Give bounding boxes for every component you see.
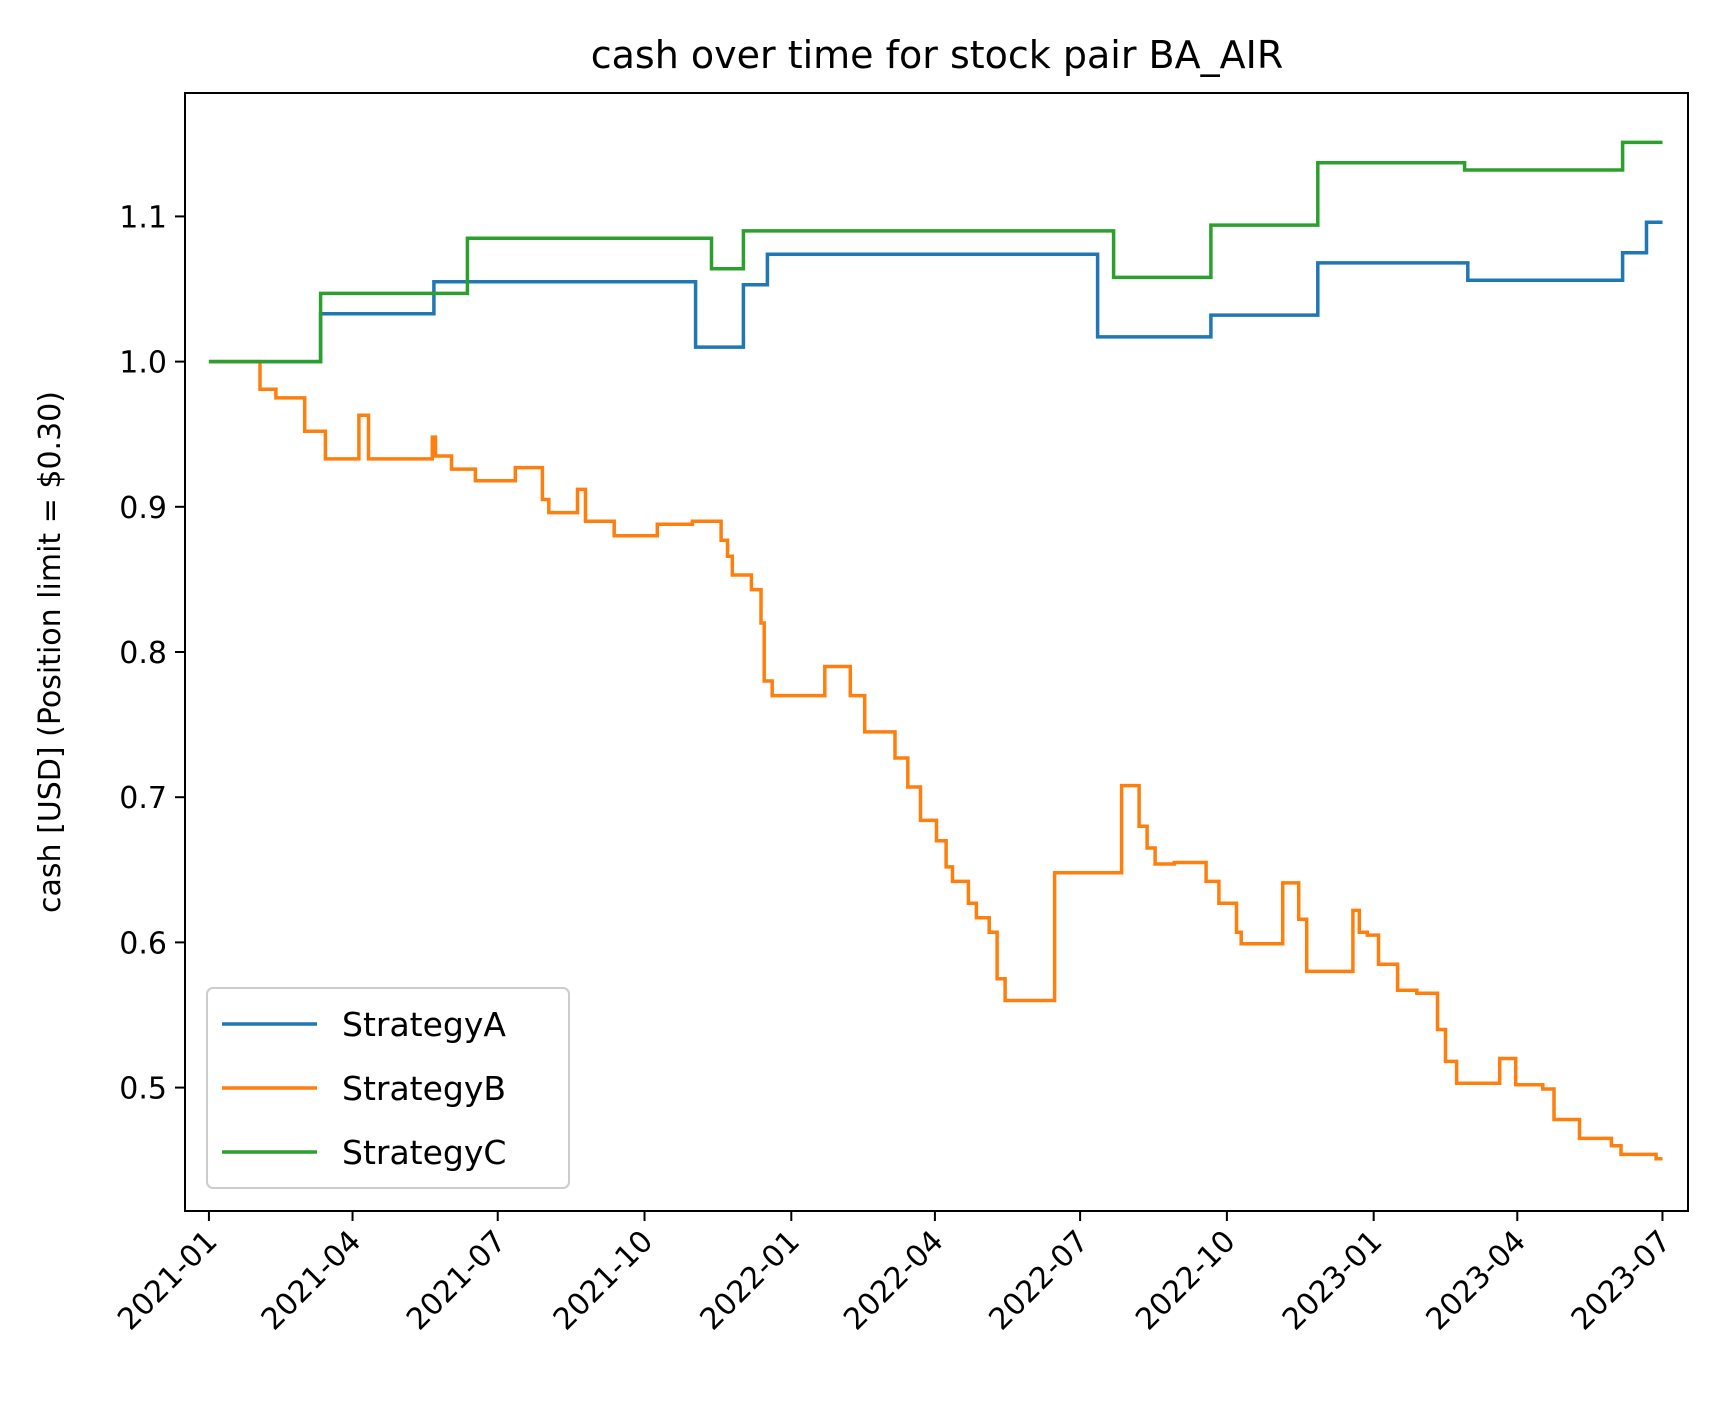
legend-label-strategyb: StrategyB bbox=[342, 1069, 506, 1108]
legend-label-strategya: StrategyA bbox=[342, 1005, 506, 1044]
y-tick-label: 0.6 bbox=[119, 926, 167, 961]
y-axis: 0.5 0.6 0.7 0.8 0.9 1.0 1.1 bbox=[119, 200, 185, 1107]
series-line-strategyc bbox=[208, 140, 1663, 364]
chart-title: cash over time for stock pair BA_AIR bbox=[591, 33, 1283, 77]
series-layer bbox=[208, 140, 1663, 1161]
legend-label-strategyc: StrategyC bbox=[342, 1133, 506, 1172]
legend-frame bbox=[206, 987, 570, 1189]
y-tick-label: 0.8 bbox=[119, 636, 167, 671]
y-tick-label: 0.9 bbox=[119, 491, 167, 526]
y-tick-label: 1.0 bbox=[119, 346, 167, 381]
series-line-strategya bbox=[208, 220, 1663, 364]
y-tick-label: 0.5 bbox=[119, 1072, 167, 1107]
legend: StrategyA StrategyB StrategyC bbox=[206, 987, 570, 1189]
y-tick-label: 0.7 bbox=[119, 781, 167, 816]
y-tick-label: 1.1 bbox=[119, 200, 167, 235]
series-line-strategyb bbox=[208, 359, 1663, 1161]
y-axis-label: cash [USD] (Position limit = $0.30) bbox=[33, 391, 68, 913]
